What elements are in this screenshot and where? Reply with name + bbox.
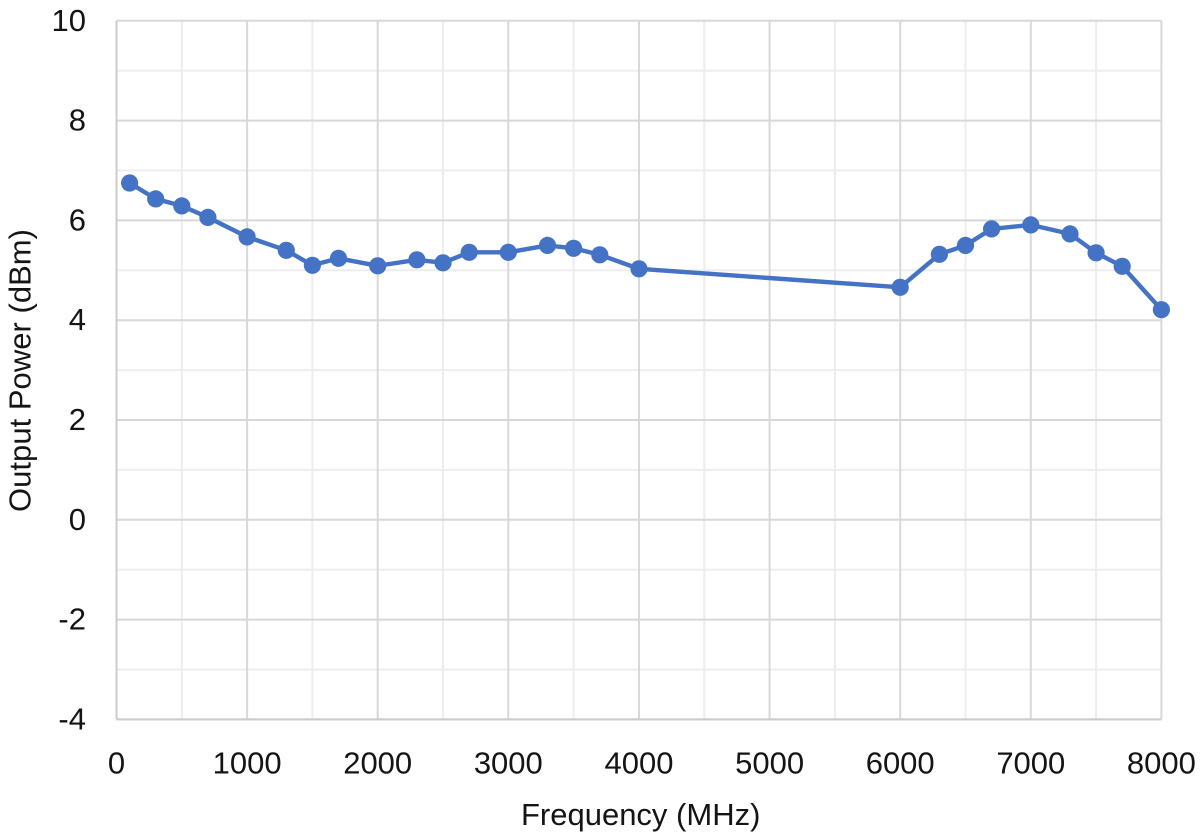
svg-text:4: 4: [69, 302, 86, 337]
svg-text:6000: 6000: [866, 746, 935, 781]
svg-text:0: 0: [108, 746, 125, 781]
svg-text:6: 6: [69, 202, 86, 237]
svg-text:8: 8: [69, 103, 86, 138]
svg-text:4000: 4000: [605, 746, 674, 781]
svg-text:8000: 8000: [1127, 746, 1196, 781]
svg-text:2000: 2000: [343, 746, 412, 781]
svg-text:Output Power (dBm): Output Power (dBm): [3, 229, 38, 512]
svg-text:-2: -2: [58, 602, 86, 637]
svg-text:2: 2: [69, 402, 86, 437]
svg-text:3000: 3000: [474, 746, 543, 781]
svg-text:7000: 7000: [996, 746, 1065, 781]
svg-text:-4: -4: [58, 701, 86, 736]
svg-text:5000: 5000: [735, 746, 804, 781]
svg-text:Frequency (MHz): Frequency (MHz): [521, 797, 760, 832]
svg-text:1000: 1000: [213, 746, 282, 781]
svg-text:0: 0: [69, 502, 86, 537]
svg-text:10: 10: [52, 3, 86, 38]
